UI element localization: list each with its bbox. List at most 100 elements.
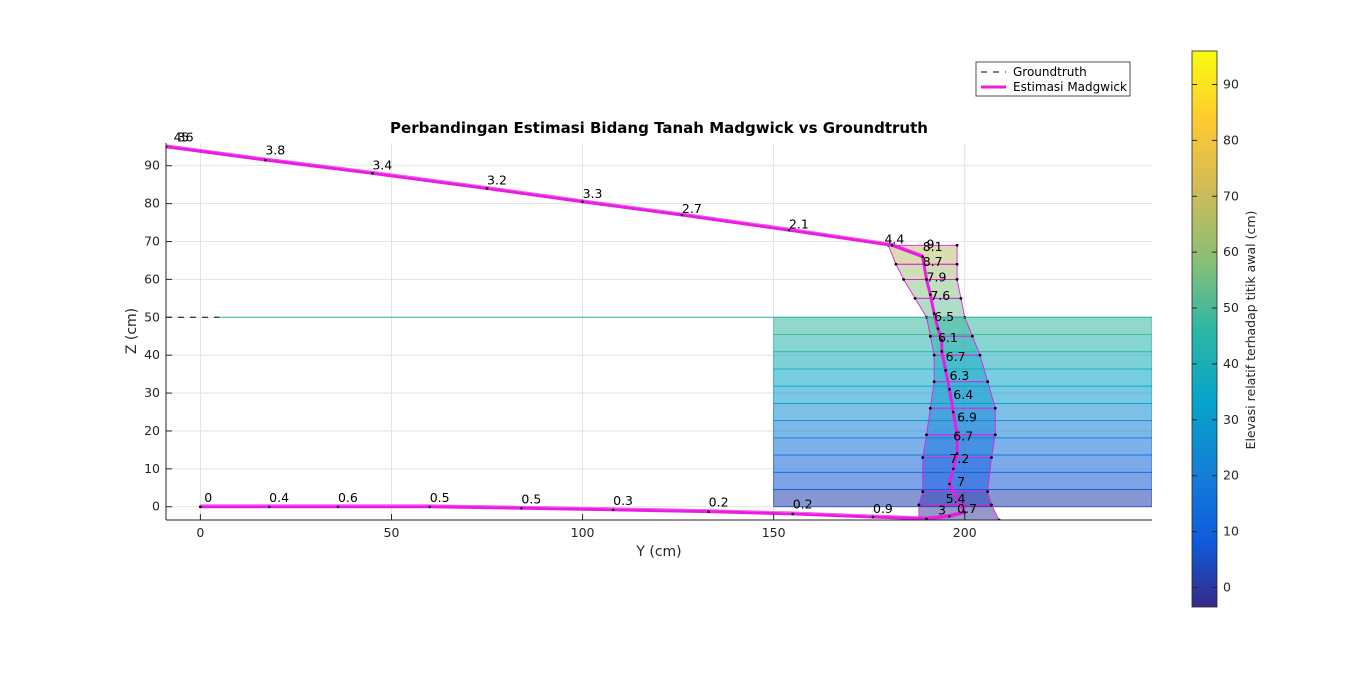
step-vertex	[978, 353, 982, 357]
estimate-point	[932, 312, 936, 315]
legend: Groundtruth Estimasi Madgwick	[975, 61, 1131, 97]
y-tick-label: 70	[144, 234, 160, 249]
estimate-point	[925, 278, 928, 281]
x-axis-label: Y (cm)	[635, 544, 681, 560]
step-vertex	[990, 456, 993, 459]
estimate-point	[955, 433, 959, 437]
estimate-point	[944, 369, 947, 372]
estimate-point	[948, 387, 951, 391]
colorbar-tick-label: 20	[1223, 468, 1239, 483]
colorbar-tick-label: 70	[1223, 188, 1239, 203]
estimate-point	[371, 172, 374, 175]
estimate-point	[963, 511, 967, 514]
colorbar-tick-label: 80	[1223, 132, 1239, 147]
step-vertex	[990, 503, 993, 507]
colorbar-tick-label: 30	[1223, 412, 1239, 427]
estimate-point	[955, 452, 959, 455]
estimate-point	[267, 505, 271, 509]
value-annotation: 6.4	[953, 387, 973, 402]
estimate-point	[948, 514, 951, 518]
value-annotation: 2.7	[682, 201, 702, 216]
step-vertex	[970, 334, 974, 338]
value-annotation: 7.9	[927, 269, 947, 284]
colorbar: 0 10 20 30 40 50 60 70 80 90 Elevasi relatif terh…	[1191, 50, 1258, 608]
value-annotation: 7.2	[949, 451, 969, 466]
value-annotation: 6.7	[946, 349, 966, 364]
estimate-point	[929, 293, 932, 296]
value-annotation: 5.4	[946, 491, 966, 506]
step-vertex	[932, 380, 936, 384]
value-annotation: 6.3	[949, 368, 969, 383]
step-vertex	[925, 433, 928, 437]
value-annotation: 3	[938, 503, 946, 518]
step-vertex	[993, 406, 997, 410]
value-annotation: 7.6	[930, 288, 950, 303]
value-annotation: 0.5	[521, 491, 541, 506]
value-annotation: 0	[204, 490, 212, 505]
estimate-point	[428, 505, 431, 509]
x-tick-label: 0	[196, 525, 204, 540]
y-tick-label: 10	[144, 461, 160, 476]
legend-groundtruth-label: Groundtruth	[1013, 65, 1087, 79]
value-annotation: 3.2	[487, 173, 507, 188]
y-tick-label: 60	[144, 271, 160, 286]
step-vertex	[921, 490, 925, 493]
value-annotation: 4.4	[884, 231, 904, 246]
step-vertex	[986, 490, 990, 493]
x-tick-label: 100	[571, 525, 595, 540]
colorbar-tick-label: 10	[1223, 524, 1239, 539]
legend-estimate-label: Estimasi Madgwick	[1013, 80, 1127, 94]
step-vertex	[932, 353, 936, 357]
step-vertex	[917, 503, 921, 507]
value-annotation: 0.2	[793, 497, 813, 512]
value-annotation: 3.3	[583, 186, 603, 201]
step-vertex	[928, 334, 932, 338]
estimate-point	[951, 410, 955, 414]
value-annotation: 6.1	[938, 330, 958, 345]
value-annotation: 0.4	[269, 490, 289, 505]
estimate-point	[787, 228, 791, 232]
colorbar-tick-label: 60	[1223, 244, 1239, 259]
estimate-point	[611, 508, 615, 512]
estimate-point	[951, 467, 955, 471]
value-annotation: 0.2	[709, 494, 729, 509]
y-tick-label: 20	[144, 423, 160, 438]
estimate-point	[871, 515, 875, 519]
value-annotation: 0.3	[613, 493, 633, 508]
estimate-point	[921, 255, 924, 258]
value-annotation: 9	[927, 236, 935, 251]
estimate-point	[707, 510, 710, 513]
colorbar-tick-label: 0	[1223, 579, 1231, 594]
step-vertex	[959, 296, 963, 300]
series	[166, 144, 1152, 520]
value-annotation: 3	[177, 129, 185, 144]
value-annotation: 8.7	[923, 254, 943, 269]
value-annotation: 2.1	[789, 216, 809, 231]
estimate-point	[940, 350, 944, 353]
colorbar-tick-label: 40	[1223, 356, 1239, 371]
value-annotation: 4.6	[174, 129, 194, 144]
step-vertex	[913, 296, 917, 300]
colorbar-label: Elevasi relatif terhadap titik awal (cm)	[1243, 211, 1258, 450]
value-annotation: 8.1	[923, 239, 943, 254]
value-annotation: 0.5	[430, 490, 450, 505]
estimate-line	[166, 145, 967, 520]
estimate-point	[948, 482, 951, 486]
estimate-point	[581, 200, 584, 204]
step-vertex	[902, 278, 905, 281]
y-tick-label: 40	[144, 347, 160, 362]
colorbar-ticks: 0 10 20 30 40 50 60 70 80 90	[1192, 77, 1239, 594]
estimate-point	[520, 506, 523, 510]
x-tick-label: 50	[384, 525, 400, 540]
colorbar-tick-label: 90	[1223, 77, 1239, 92]
colorbar-gradient	[1191, 50, 1218, 608]
y-tick-label: 80	[144, 196, 160, 211]
step-vertex	[928, 406, 932, 410]
step-vertex	[955, 262, 959, 266]
estimate-point	[791, 512, 795, 516]
value-annotation: 0.9	[873, 501, 893, 516]
y-tick-label: 30	[144, 385, 160, 400]
y-tick-label: 0	[152, 499, 160, 514]
colorbar-tick-label: 50	[1223, 300, 1239, 315]
